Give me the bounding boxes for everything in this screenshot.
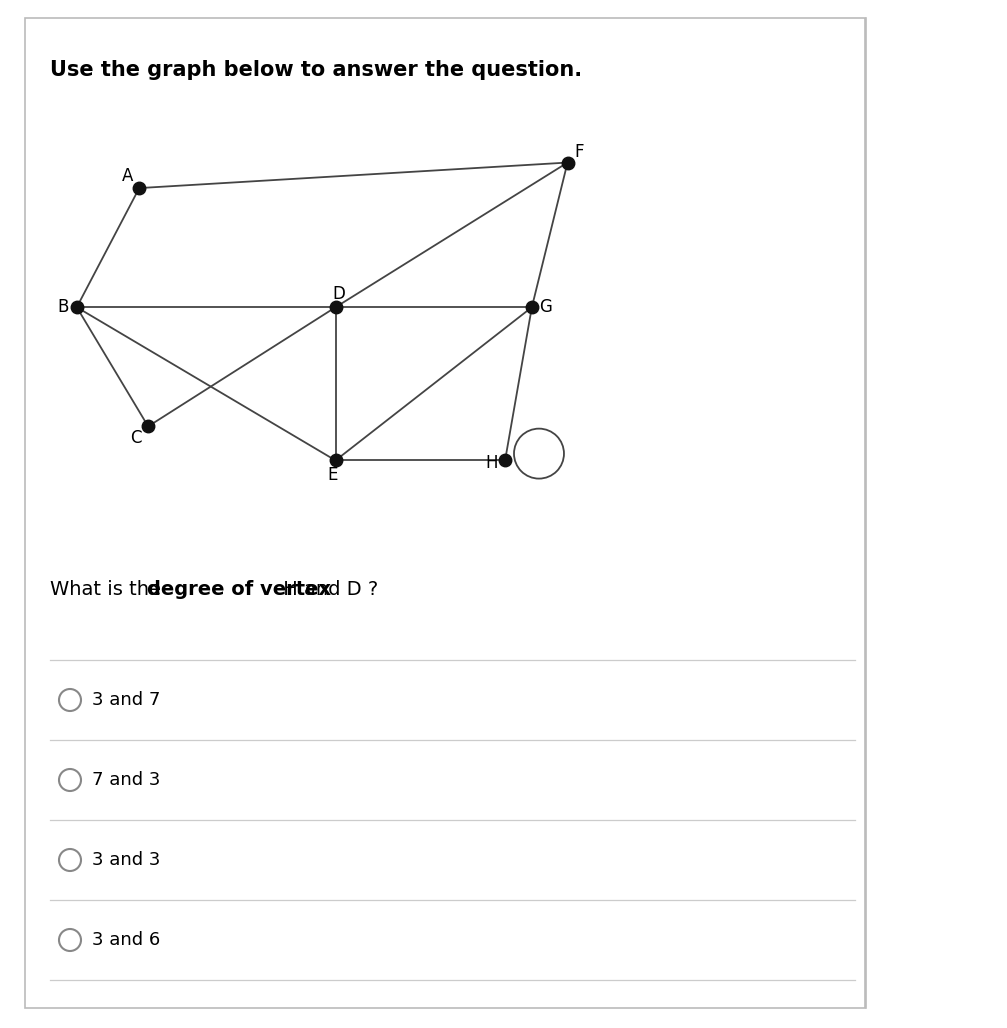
Text: 7 and 3: 7 and 3 xyxy=(92,771,160,790)
Text: H and D ?: H and D ? xyxy=(277,580,378,599)
Text: H: H xyxy=(485,454,497,473)
Text: 3 and 6: 3 and 6 xyxy=(92,931,160,949)
FancyBboxPatch shape xyxy=(25,19,865,1008)
Text: F: F xyxy=(574,143,583,160)
Text: Use the graph below to answer the question.: Use the graph below to answer the questi… xyxy=(50,60,582,80)
Text: B: B xyxy=(57,298,68,317)
Text: 3 and 3: 3 and 3 xyxy=(92,851,160,869)
Text: C: C xyxy=(130,430,141,447)
Text: What is the: What is the xyxy=(50,580,167,599)
Text: 3 and 7: 3 and 7 xyxy=(92,691,160,709)
Text: E: E xyxy=(327,467,337,484)
Text: A: A xyxy=(122,168,134,185)
Text: D: D xyxy=(332,285,345,303)
Text: degree of vertex: degree of vertex xyxy=(147,580,331,599)
Text: G: G xyxy=(539,298,552,317)
